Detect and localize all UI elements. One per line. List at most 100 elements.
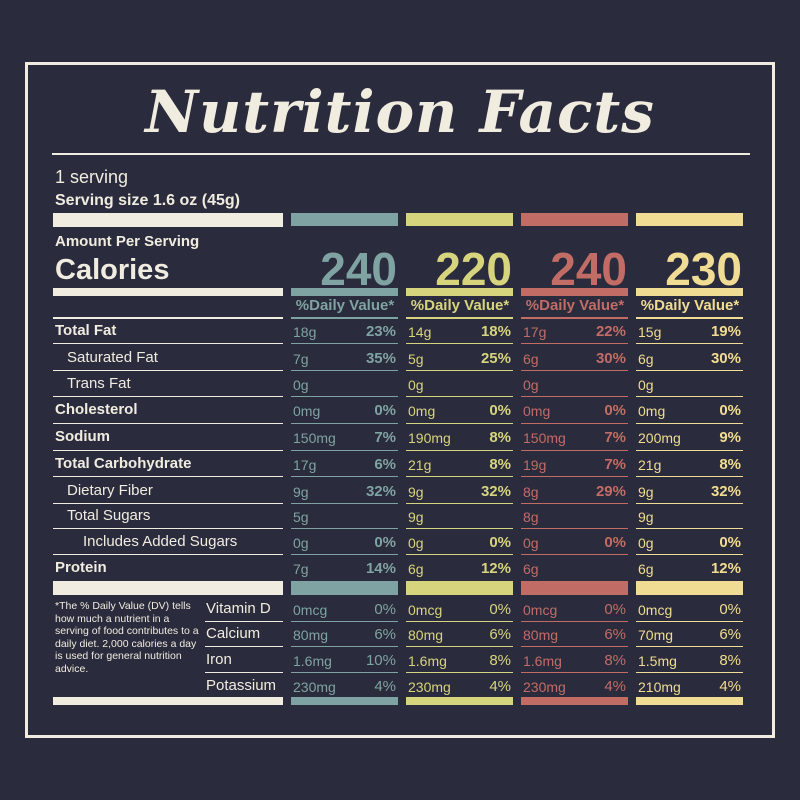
nutrient-daily-value: 0% [489,534,511,551]
column-bottom-rule [636,697,743,705]
protein-bar [521,581,628,595]
serving-thick-rule [53,213,283,227]
bottom-rule [53,697,283,705]
column-bottom-rule [406,697,513,705]
vitamin-column-rule [521,672,628,673]
nutrient-amount: 9g [638,509,654,525]
vitamin-daily-value: 10% [365,652,396,669]
vitamin-amount: 80mg [293,627,329,643]
nutrient-amount: 150mg [523,430,566,446]
column-row-rule [406,528,513,529]
label-frame [25,62,775,738]
column-row-rule [521,370,628,371]
column-top-bar [636,213,743,226]
vitamin-daily-value: 4% [719,678,741,695]
nutrient-daily-value: 7% [604,456,626,473]
nutrient-daily-value: 8% [489,456,511,473]
vitamin-column-rule [521,621,628,622]
serving-size: Serving size 1.6 oz (45g) [55,191,240,211]
nutrient-daily-value: 0% [719,402,741,419]
nutrient-label: Sodium [55,428,110,445]
nutrient-row-rule [53,343,283,344]
column-header-rule [521,317,628,319]
column-row-rule [291,528,398,529]
column-row-rule [521,450,628,451]
nutrient-amount: 18g [293,324,317,340]
nutrient-amount: 6g [408,561,424,577]
calories-value: 240 [550,243,627,295]
nutrient-daily-value: 19% [710,323,741,340]
column-row-rule [406,370,513,371]
column-row-rule [521,343,628,344]
vitamin-row-rule [205,621,283,622]
nutrient-amount: 0g [638,535,654,551]
nutrient-amount: 0g [293,377,309,393]
vitamin-daily-value: 4% [489,678,511,695]
column-row-rule [521,554,628,555]
nutrient-daily-value: 35% [365,350,396,367]
vitamin-label: Iron [206,651,232,668]
column-row-rule [636,528,743,529]
nutrient-amount: 9g [638,484,654,500]
column-row-rule [406,343,513,344]
protein-bar [406,581,513,595]
nutrient-amount: 8g [523,484,539,500]
column-header-rule [406,317,513,319]
daily-value-header: %Daily Value* [525,297,625,314]
vitamin-amount: 0mcg [408,602,443,618]
column-row-rule [521,503,628,504]
column-row-rule [406,450,513,451]
nutrient-daily-value: 0% [604,534,626,551]
column-row-rule [291,370,398,371]
vitamin-amount: 1.5mg [638,653,677,669]
daily-value-header: %Daily Value* [410,297,510,314]
nutrient-daily-value: 32% [480,483,511,500]
vitamin-amount: 0mcg [293,602,328,618]
column-row-rule [521,528,628,529]
vitamin-daily-value: 8% [489,652,511,669]
nutrient-daily-value: 25% [480,350,511,367]
nutrient-label: Total Sugars [67,507,151,524]
nutrient-label: Protein [55,559,107,576]
nutrient-row-rule [53,476,283,477]
nutrient-label: Cholesterol [55,401,138,418]
nutrient-amount: 6g [523,351,539,367]
calories-thick-rule [53,288,283,296]
column-row-rule [636,476,743,477]
nutrient-label: Trans Fat [67,375,131,392]
vitamin-column-rule [291,621,398,622]
nutrient-amount: 0g [523,535,539,551]
nutrient-amount: 7g [293,351,309,367]
nutrient-label: Total Fat [55,322,117,339]
column-bottom-rule [521,697,628,705]
vitamin-amount: 80mg [408,627,444,643]
vitamin-daily-value: 4% [604,678,626,695]
nutrient-daily-value: 0% [374,402,396,419]
vitamin-amount: 1.6mg [523,653,562,669]
nutrient-amount: 9g [408,509,424,525]
nutrient-daily-value: 30% [710,350,741,367]
column-row-rule [636,503,743,504]
nutrient-daily-value: 8% [489,429,511,446]
nutrient-daily-value: 30% [595,350,626,367]
vitamin-amount: 210mg [638,679,681,695]
nutrient-row-rule [53,423,283,424]
protein-bar [636,581,743,595]
vitamin-column-rule [291,646,398,647]
nutrient-label: Includes Added Sugars [83,533,238,550]
nutrient-daily-value: 9% [719,429,741,446]
nutrient-daily-value: 0% [374,534,396,551]
nutrient-daily-value: 12% [710,560,741,577]
vitamin-amount: 70mg [638,627,674,643]
calories-value: 230 [665,243,742,295]
column-row-rule [636,343,743,344]
nutrient-amount: 17g [293,457,317,473]
nutrient-row-rule [53,503,283,504]
nutrient-amount: 5g [293,509,309,525]
column-row-rule [636,554,743,555]
nutrients-top-rule [53,317,283,319]
nutrient-amount: 0g [638,377,654,393]
nutrient-amount: 0g [293,535,309,551]
nutrient-daily-value: 0% [489,402,511,419]
column-row-rule [291,396,398,397]
